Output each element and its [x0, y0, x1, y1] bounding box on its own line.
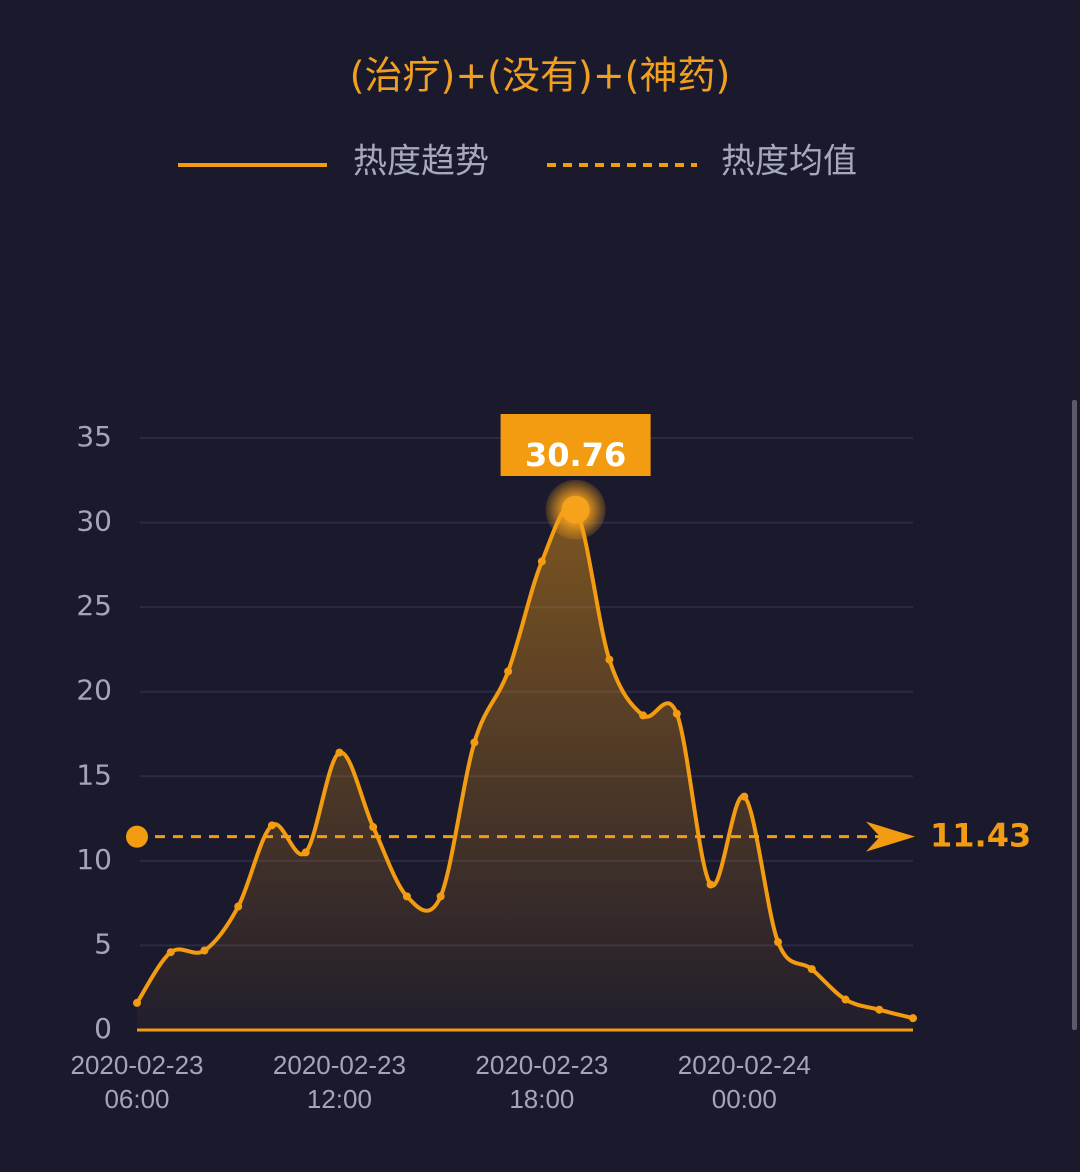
point	[335, 748, 344, 757]
y-tick-label: 25	[76, 589, 112, 622]
point	[875, 1005, 884, 1014]
peak-box	[500, 414, 651, 476]
point	[639, 711, 648, 720]
legend-label[interactable]: 热度趋势	[353, 142, 489, 182]
point	[807, 965, 816, 974]
y-tick-label: 15	[76, 758, 112, 791]
mean-dot	[126, 825, 148, 848]
point	[537, 557, 546, 566]
point	[234, 902, 243, 911]
mean-arrow	[866, 821, 915, 852]
chart-title: (治疗)+(没有)+(神药)	[350, 54, 731, 98]
y-tick-label: 10	[76, 843, 112, 876]
line	[135, 504, 914, 1021]
x-tick-label: 2020-02-23 18:00	[475, 1050, 609, 1114]
peak-label: 30.76	[525, 436, 626, 474]
point	[504, 667, 513, 676]
y-tick-label: 0	[94, 1012, 112, 1045]
y-tick-label: 30	[76, 505, 112, 538]
y-tick-label: 35	[76, 420, 112, 453]
point	[200, 946, 209, 955]
point	[267, 821, 276, 830]
x-tick-label: 2020-02-24 00:00	[677, 1050, 811, 1114]
x-tick-label: 2020-02-23 12:00	[272, 1050, 406, 1114]
scrollbar	[1072, 400, 1077, 1030]
peak-dot	[561, 495, 590, 524]
point	[841, 995, 850, 1004]
point	[166, 948, 175, 957]
point	[133, 998, 141, 1007]
point	[706, 880, 715, 889]
point	[605, 655, 614, 664]
point	[909, 1014, 917, 1023]
point	[301, 848, 310, 857]
point	[436, 892, 445, 901]
area	[137, 505, 913, 1030]
y-tick-label: 5	[94, 927, 112, 960]
x-tick-label: 2020-02-23 06:00	[70, 1050, 204, 1114]
point	[470, 738, 479, 747]
y-tick-label: 20	[76, 674, 112, 707]
legend-label[interactable]: 热度均值	[721, 142, 857, 182]
point	[402, 892, 411, 901]
point	[369, 823, 378, 832]
mean-label: 11.43	[930, 817, 1031, 855]
point	[672, 709, 681, 718]
point	[740, 792, 749, 801]
point	[774, 938, 783, 947]
